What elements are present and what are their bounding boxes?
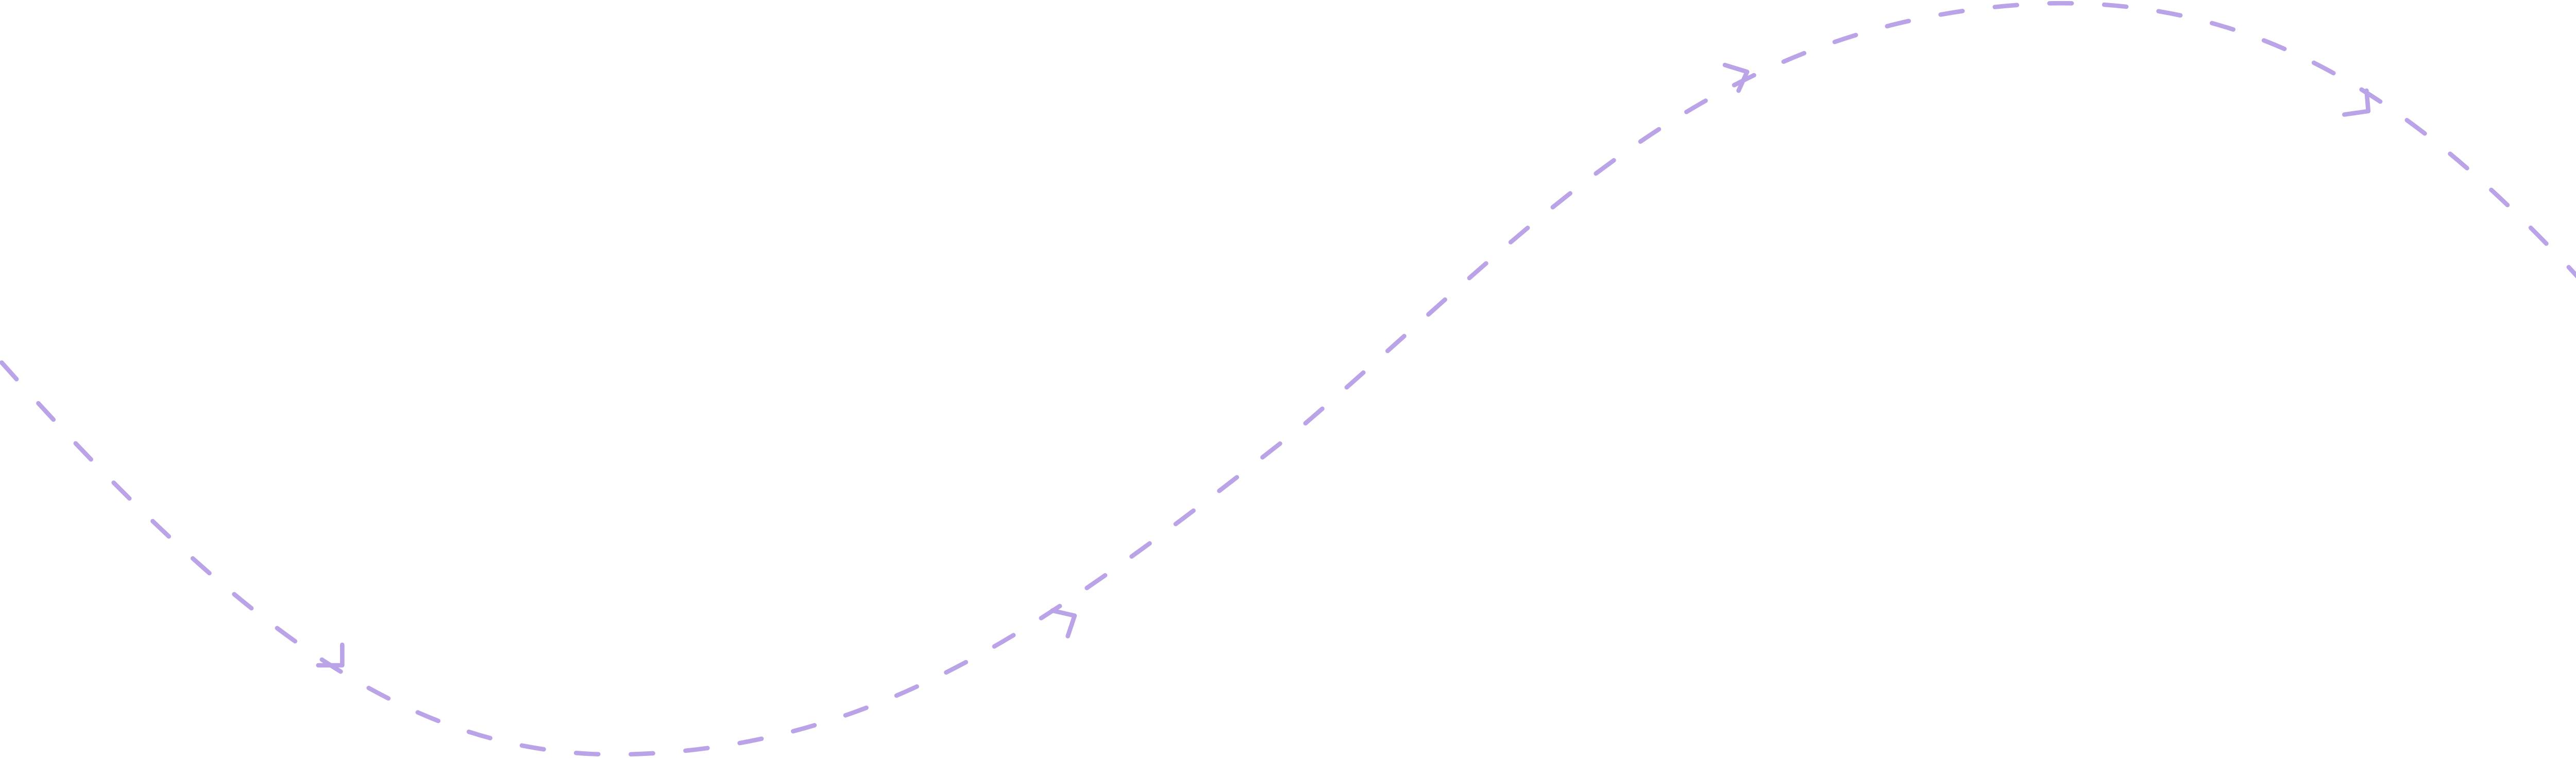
arrow-head	[1722, 62, 1750, 93]
arrow-head	[1050, 608, 1077, 638]
arrow-head	[316, 642, 345, 668]
arrow-head	[2342, 88, 2371, 117]
